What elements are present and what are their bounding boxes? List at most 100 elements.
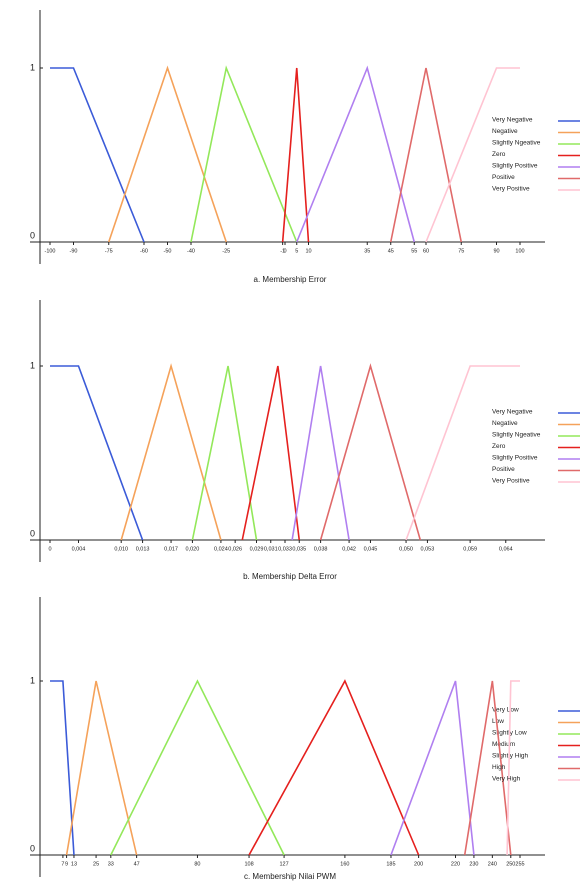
- x-tick-label: 0,010: [114, 546, 128, 552]
- x-tick-label: -50: [164, 248, 172, 254]
- y-tick-label: 1: [30, 360, 35, 370]
- legend-label: Slightly Positive: [492, 163, 538, 170]
- x-tick-label: 0,013: [136, 546, 150, 552]
- series-line: [190, 65, 298, 243]
- legend-label: Slightly High: [492, 753, 529, 760]
- x-tick-label: 0,045: [364, 546, 378, 552]
- series-line: [291, 365, 350, 541]
- x-tick-label: 0,059: [463, 546, 477, 552]
- x-tick-label: 0,038: [314, 546, 328, 552]
- x-tick-label: 47: [134, 861, 140, 867]
- x-tick-label: 0: [48, 546, 51, 552]
- legend-label: Zero: [492, 443, 506, 450]
- x-tick-label: -25: [222, 248, 230, 254]
- x-tick-label: 0,020: [186, 546, 200, 552]
- series-line: [248, 679, 420, 856]
- x-tick-label: -40: [187, 248, 195, 254]
- legend-label: Very Positive: [492, 478, 530, 485]
- series-line: [107, 65, 228, 243]
- x-tick-label: 55: [411, 248, 417, 254]
- x-tick-label: 80: [194, 861, 200, 867]
- series-line: [506, 680, 520, 856]
- legend-label: Very Negative: [492, 409, 533, 416]
- x-tick-label: -90: [70, 248, 78, 254]
- legend-label: Zero: [492, 151, 506, 158]
- series-line: [463, 680, 512, 856]
- series-line: [191, 365, 258, 541]
- x-tick-label: 230: [469, 861, 478, 867]
- legend-label: Very High: [492, 776, 521, 783]
- series-line: [241, 365, 301, 541]
- chart-title: c. Membership Nilai PWM: [244, 872, 336, 881]
- y-tick-label: 1: [30, 62, 35, 72]
- chart-title: b. Membership Delta Error: [243, 572, 337, 581]
- x-tick-label: 45: [388, 248, 394, 254]
- x-tick-label: 33: [108, 861, 114, 867]
- series-line: [425, 67, 520, 243]
- x-tick-label: 60: [423, 248, 429, 254]
- series-line: [50, 365, 144, 541]
- x-tick-label: 5: [295, 248, 298, 254]
- x-tick-label: 127: [279, 861, 288, 867]
- x-tick-label: 0,004: [72, 546, 86, 552]
- legend-label: High: [492, 764, 506, 771]
- legend-label: Low: [492, 718, 504, 725]
- series-line: [405, 365, 520, 541]
- x-tick-label: 220: [451, 861, 460, 867]
- x-tick-label: 10: [305, 248, 311, 254]
- x-tick-label: 90: [493, 248, 499, 254]
- series-line: [296, 65, 416, 243]
- x-tick-label: -75: [105, 248, 113, 254]
- x-tick-label: 0,033: [278, 546, 292, 552]
- legend-label: Slightly Ngeative: [492, 432, 541, 439]
- series-line: [390, 680, 475, 856]
- series-line: [120, 363, 222, 541]
- x-tick-label: 240: [488, 861, 497, 867]
- y-tick-label: 0: [30, 843, 35, 853]
- series-line: [319, 363, 422, 541]
- x-tick-label: 185: [386, 861, 395, 867]
- x-tick-label: 0,029: [250, 546, 264, 552]
- x-tick-label: 0,024: [214, 546, 228, 552]
- legend-label: Negative: [492, 420, 518, 427]
- x-tick-label: 100: [515, 248, 524, 254]
- legend-label: Very Negative: [492, 117, 533, 124]
- x-tick-label: 0,026: [228, 546, 242, 552]
- series-line: [281, 67, 310, 243]
- x-tick-label: 75: [458, 248, 464, 254]
- legend-label: Slightly Positive: [492, 455, 538, 462]
- x-tick-label: 0,017: [164, 546, 178, 552]
- x-tick-label: 35: [364, 248, 370, 254]
- series-line: [389, 67, 463, 243]
- series-line: [50, 680, 75, 856]
- legend-label: Very Low: [492, 707, 519, 714]
- chart-title: a. Membership Error: [254, 275, 327, 284]
- legend-label: Medium: [492, 741, 515, 748]
- x-tick-label: -100: [44, 248, 55, 254]
- x-tick-label: 108: [244, 861, 253, 867]
- y-tick-label: 0: [30, 528, 35, 538]
- x-tick-label: 0: [283, 248, 286, 254]
- series-line: [110, 679, 285, 856]
- legend-label: Very Positive: [492, 186, 530, 193]
- x-tick-label: -60: [140, 248, 148, 254]
- y-tick-label: 1: [30, 675, 35, 685]
- x-tick-label: 0,053: [421, 546, 435, 552]
- x-tick-label: 9: [65, 861, 68, 867]
- x-tick-label: -1: [280, 248, 285, 254]
- x-tick-label: 13: [71, 861, 77, 867]
- x-tick-label: 0,031: [264, 546, 278, 552]
- series-line: [65, 680, 138, 856]
- y-tick-label: 0: [30, 230, 35, 240]
- legend-label: Positive: [492, 466, 515, 473]
- x-tick-label: 160: [340, 861, 349, 867]
- legend-label: Positive: [492, 174, 515, 181]
- x-tick-label: 7: [61, 861, 64, 867]
- legend-label: Negative: [492, 128, 518, 135]
- x-tick-label: 200: [414, 861, 423, 867]
- legend-label: Slightly Ngeative: [492, 140, 541, 147]
- series-line: [50, 67, 145, 243]
- x-tick-label: 0,035: [292, 546, 306, 552]
- x-tick-label: 0,042: [342, 546, 356, 552]
